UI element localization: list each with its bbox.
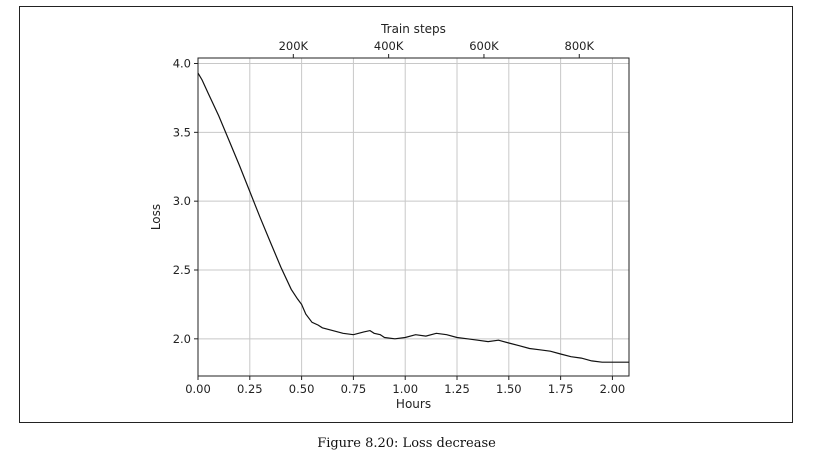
x-tick-label: 1.25 bbox=[444, 382, 470, 396]
top-x-tick-label: 800K bbox=[565, 39, 595, 53]
y-tick-label: 3.0 bbox=[173, 194, 191, 208]
x-tick-label: 2.00 bbox=[600, 382, 626, 396]
grid-lines bbox=[197, 58, 629, 376]
x-tick-label: 1.50 bbox=[496, 382, 522, 396]
top-x-tick-label: 400K bbox=[374, 39, 404, 53]
x-tick-label: 1.00 bbox=[392, 382, 418, 396]
y-tick-label: 4.0 bbox=[173, 57, 191, 71]
x-axis-label: Hours bbox=[396, 397, 431, 411]
figure-caption: Figure 8.20: Loss decrease bbox=[317, 436, 496, 451]
figure-frame bbox=[19, 6, 793, 423]
plot-area bbox=[197, 57, 630, 377]
y-tick-label: 3.5 bbox=[173, 125, 191, 139]
x-tick-label: 0.25 bbox=[237, 382, 263, 396]
top-x-axis-label: Train steps bbox=[380, 22, 446, 36]
axis-ticks: 0.00 0.25 0.50 0.75 1.00 1.25 1.50 1.75 2.00 2.0 2… bbox=[173, 39, 626, 396]
x-tick-label: 0.00 bbox=[185, 382, 211, 396]
y-tick-label: 2.0 bbox=[173, 332, 191, 346]
x-tick-label: 1.75 bbox=[548, 382, 574, 396]
top-x-tick-label: 200K bbox=[279, 39, 309, 53]
x-tick-label: 0.50 bbox=[289, 382, 315, 396]
x-tick-label: 0.75 bbox=[341, 382, 367, 396]
loss-series-line bbox=[197, 72, 629, 363]
loss-chart: 0.00 0.25 0.50 0.75 1.00 1.25 1.50 1.75 2.00 2.0 2… bbox=[149, 22, 630, 411]
y-tick-label: 2.5 bbox=[173, 263, 191, 277]
top-x-tick-label: 600K bbox=[469, 39, 499, 53]
y-axis-label: Loss bbox=[149, 204, 163, 230]
